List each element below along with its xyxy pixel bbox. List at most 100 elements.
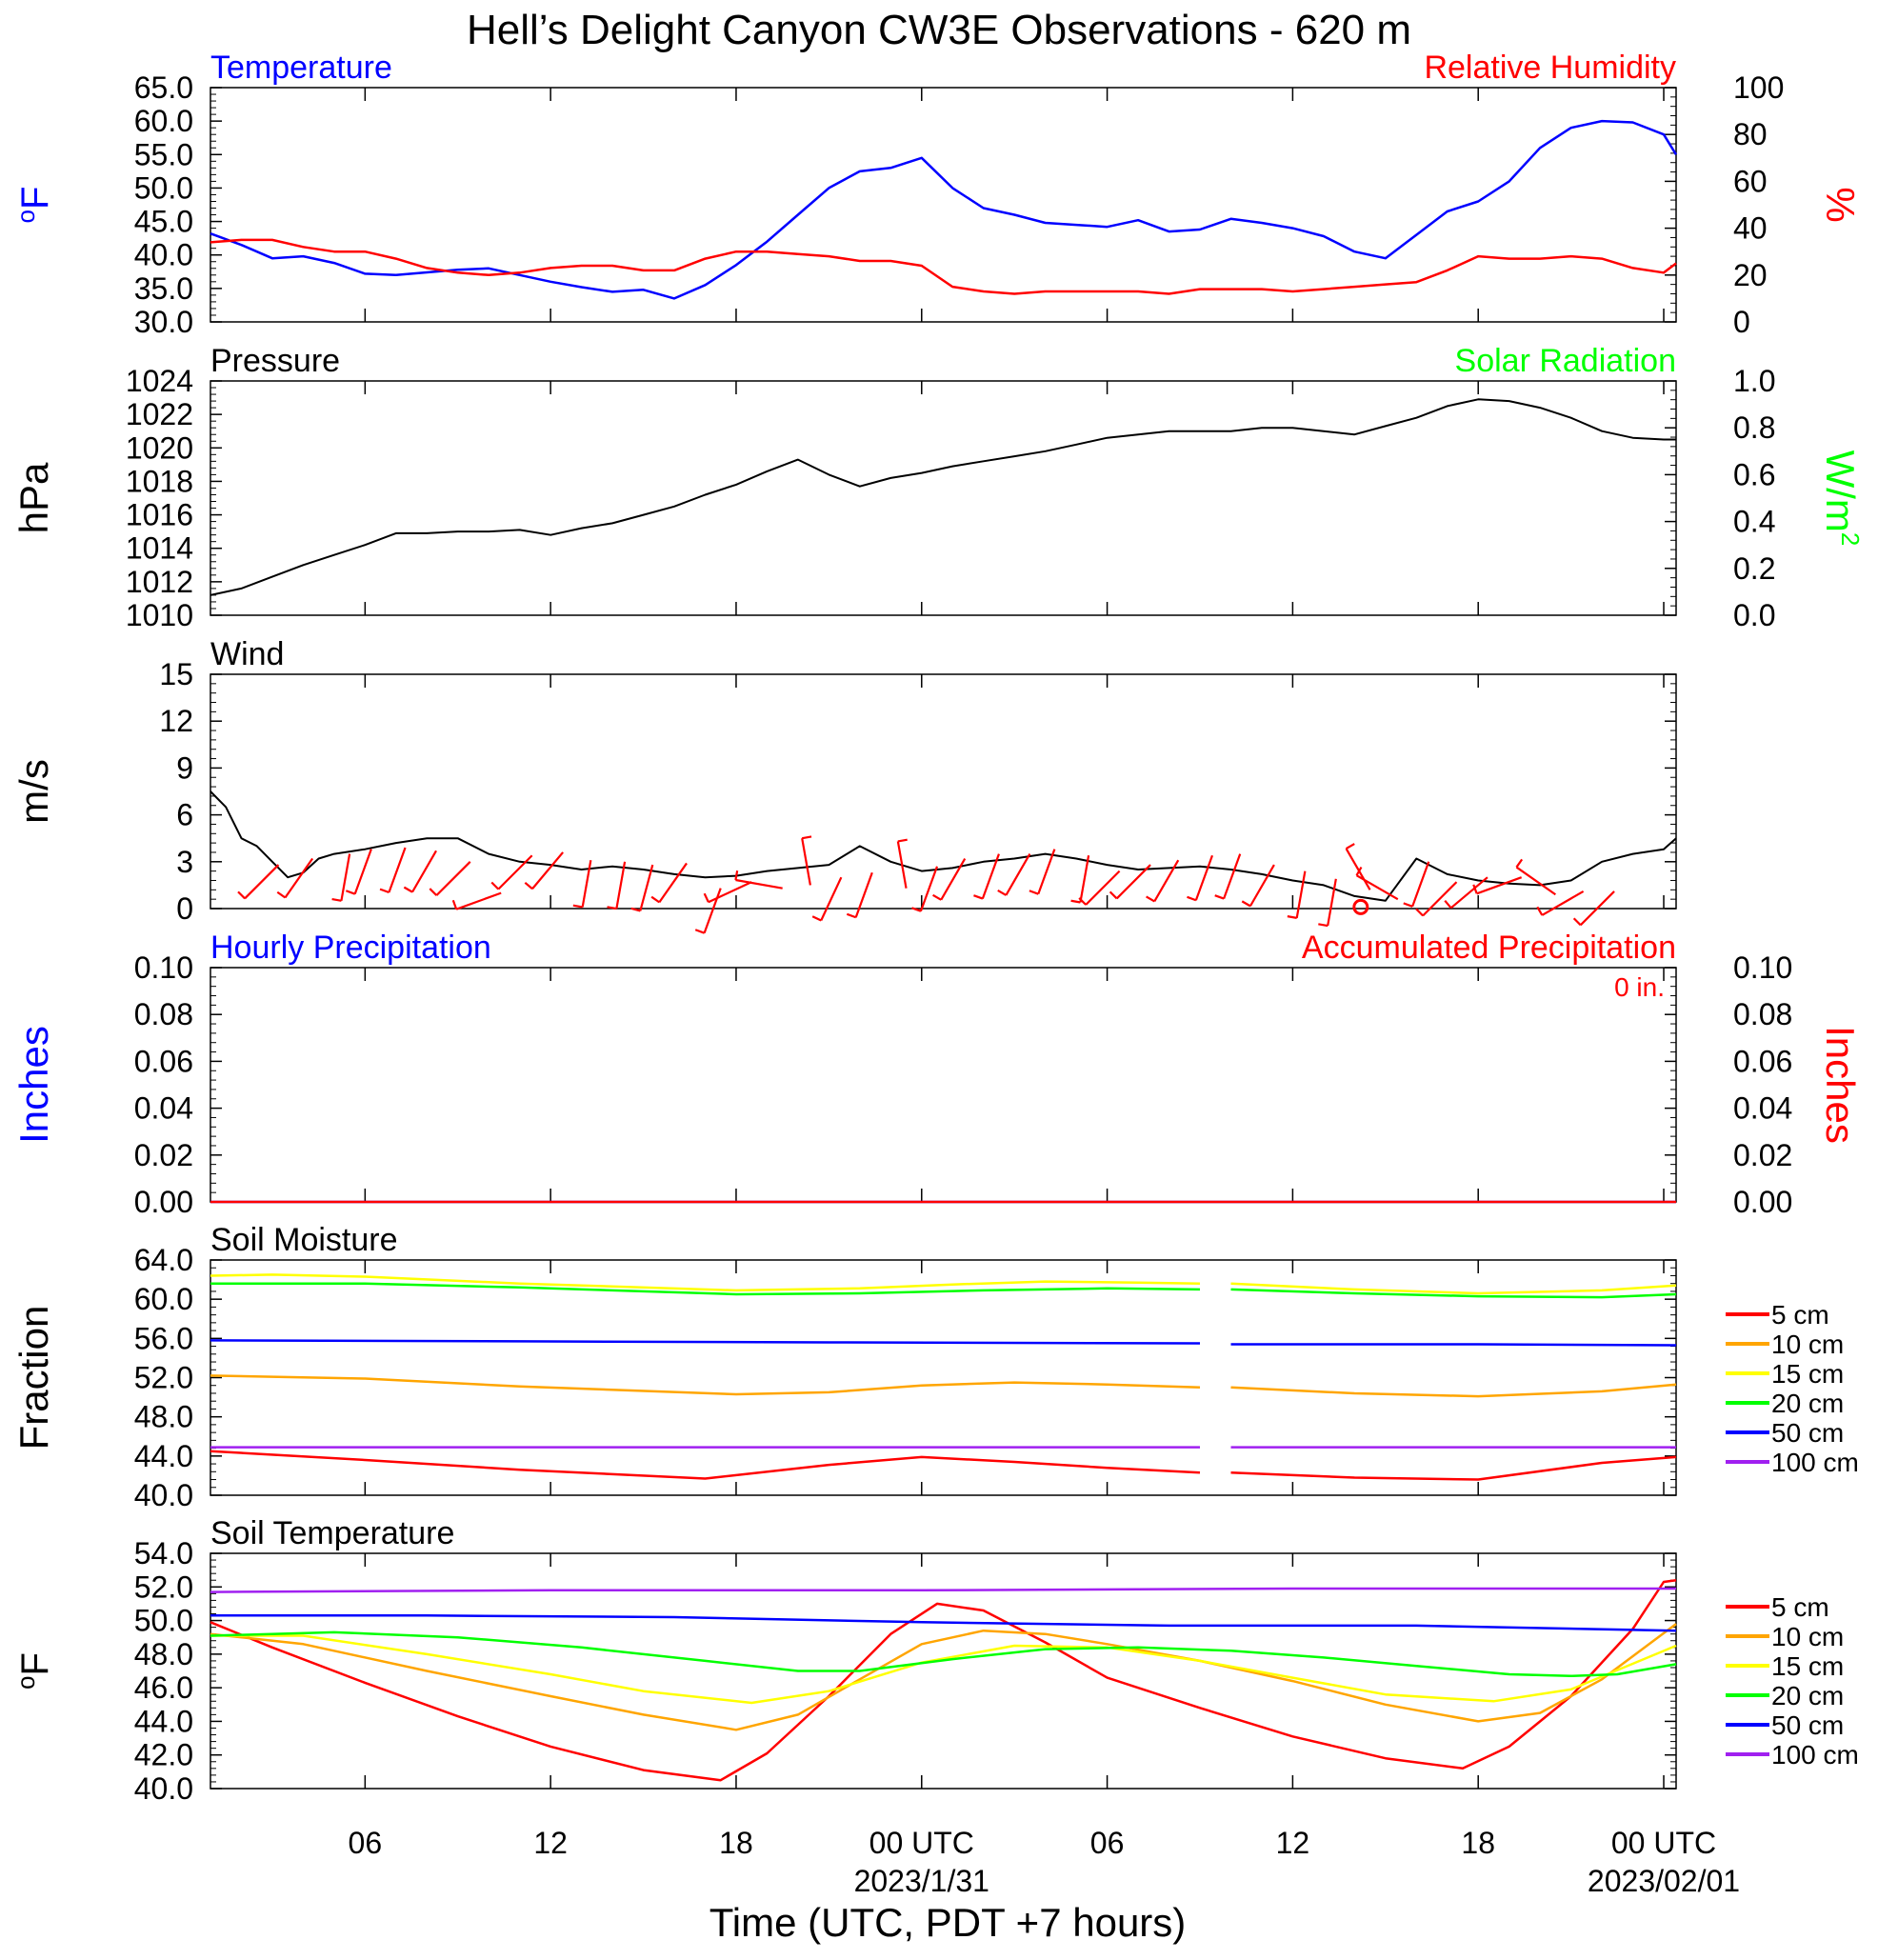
temp_rh-ytick-label-left: 40.0 bbox=[134, 238, 193, 272]
wind-barb-flag bbox=[897, 838, 908, 843]
wind-barb bbox=[1037, 849, 1056, 895]
wind-barb bbox=[1345, 848, 1371, 890]
pressure-ylabel-left: hPa bbox=[11, 462, 56, 533]
temp_rh-ytick-label-left: 45.0 bbox=[134, 205, 193, 239]
precip-annotation: 0 in. bbox=[1614, 972, 1665, 1002]
precip-ytick-label-right: 0.00 bbox=[1733, 1185, 1792, 1219]
temp_rh-ytick-label-left: 55.0 bbox=[134, 137, 193, 171]
temp_rh-ytick-label-right: 0 bbox=[1733, 305, 1750, 339]
precip-ytick-label-right: 0.10 bbox=[1733, 950, 1792, 985]
wind-barb-flag bbox=[973, 894, 984, 900]
wind-ytick-label-left: 15 bbox=[159, 657, 193, 691]
wind-barb bbox=[1327, 878, 1337, 927]
wind-barb-flag bbox=[846, 912, 857, 919]
wind-frame bbox=[210, 673, 1677, 910]
wind-barb-flag bbox=[1078, 897, 1087, 906]
temp_rh-ylabel-right: % bbox=[1818, 187, 1863, 222]
pressure-ytick-label-right: 0.2 bbox=[1733, 551, 1775, 586]
wind-barb-flag bbox=[630, 907, 641, 912]
wind-barb-flag bbox=[1346, 843, 1355, 850]
soil_moisture-ytick-label-left: 48.0 bbox=[134, 1400, 193, 1434]
wind-barb bbox=[1422, 881, 1458, 917]
wind-barb-flag bbox=[490, 881, 500, 890]
precip-ytick-label-right: 0.06 bbox=[1733, 1044, 1792, 1078]
temp_rh-ytick-label-left: 65.0 bbox=[134, 70, 193, 105]
wind-barb bbox=[388, 847, 407, 893]
soil_temperature-ytick-label-left: 54.0 bbox=[134, 1536, 193, 1570]
wind-barb-flag bbox=[1355, 866, 1363, 876]
wind-barb-flag bbox=[1146, 895, 1155, 903]
wind-barb bbox=[703, 888, 722, 934]
wind-barb-flag bbox=[911, 907, 922, 912]
wind-barb-flag bbox=[1415, 908, 1424, 917]
x-tick-date-label: 2023/02/01 bbox=[1588, 1864, 1740, 1898]
legend-label: 10 cm bbox=[1771, 1622, 1844, 1651]
panel-pressure: Pressure Solar Radiation10101012101410161… bbox=[11, 343, 1865, 632]
precip-ytick-label-right: 0.08 bbox=[1733, 997, 1792, 1031]
temp_rh-ylabel-left: oF bbox=[11, 187, 56, 224]
soil_moisture-ylabel-left: Fraction bbox=[11, 1306, 56, 1450]
wind-barb-flag bbox=[1109, 890, 1118, 900]
wind-barb-flag bbox=[932, 893, 942, 901]
wind-barb-flag bbox=[572, 904, 583, 909]
pressure-ytick-label-left: 1020 bbox=[126, 430, 193, 465]
wind-barb bbox=[531, 851, 564, 890]
pressure-ytick-label-right: 0.8 bbox=[1733, 410, 1775, 445]
temp_rh-frame bbox=[210, 87, 1677, 323]
temp_rh-ytick-label-left: 50.0 bbox=[134, 170, 193, 205]
soil_temperature-series-line bbox=[210, 1634, 1677, 1705]
wind-barb bbox=[820, 876, 843, 921]
temp_rh-series-line bbox=[210, 238, 1677, 295]
wind-barb-flag bbox=[1444, 899, 1452, 910]
temp_rh-ytick-label-left: 30.0 bbox=[134, 305, 193, 339]
wind-barb bbox=[1079, 855, 1090, 903]
wind-barb bbox=[639, 864, 654, 911]
wind-barb bbox=[455, 891, 502, 910]
wind-barb-flag bbox=[811, 915, 822, 922]
x-tick-label: 00 UTC bbox=[869, 1826, 974, 1860]
pressure-frame bbox=[210, 380, 1677, 616]
wind-barb bbox=[353, 849, 372, 895]
legend-label: 5 cm bbox=[1771, 1300, 1829, 1330]
wind-barb-flag bbox=[345, 890, 356, 895]
legend-label: 50 cm bbox=[1771, 1418, 1844, 1448]
pressure-ytick-label-right: 1.0 bbox=[1733, 364, 1775, 398]
soil_temperature-series-line bbox=[210, 1578, 1677, 1782]
soil_temperature-series-line bbox=[210, 1623, 1677, 1731]
wind-barb-flag bbox=[1572, 917, 1582, 927]
soil_temperature-ytick-label-left: 50.0 bbox=[134, 1604, 193, 1638]
soil_temperature-ytick-label-left: 48.0 bbox=[134, 1637, 193, 1671]
legend-label: 100 cm bbox=[1771, 1740, 1859, 1770]
wind-barb-flag bbox=[379, 888, 390, 894]
wind-ytick-label-left: 12 bbox=[159, 704, 193, 738]
x-tick-label: 18 bbox=[1461, 1826, 1495, 1860]
pressure-series-line bbox=[210, 398, 1676, 596]
x-tick-label: 06 bbox=[349, 1826, 383, 1860]
wind-barb bbox=[801, 837, 811, 886]
legend-label: 10 cm bbox=[1771, 1330, 1844, 1359]
wind-barb bbox=[1541, 890, 1585, 916]
pressure-ytick-label-right: 0.0 bbox=[1733, 598, 1775, 632]
pressure-ylabel-right: W/m2 bbox=[1818, 450, 1865, 547]
soil_moisture-ytick-label-left: 40.0 bbox=[134, 1478, 193, 1512]
x-tick-label: 12 bbox=[1276, 1826, 1310, 1860]
wind-barb bbox=[1085, 870, 1121, 906]
wind-barb bbox=[1579, 890, 1615, 927]
panel-wind: Wind 0 3 6 9 12 15 m/s bbox=[11, 636, 1677, 934]
wind-barb bbox=[1449, 876, 1488, 910]
precip-ytick-label-left: 0.08 bbox=[134, 997, 193, 1031]
wind-barb-flag bbox=[1536, 906, 1544, 916]
legend-label: 5 cm bbox=[1771, 1592, 1829, 1622]
wind-barb-flag bbox=[1403, 902, 1413, 908]
wind-barb bbox=[708, 881, 752, 904]
pressure-title-left: Pressure bbox=[210, 343, 340, 379]
figure-title: Hell’s Delight Canyon CW3E Observations … bbox=[467, 7, 1411, 53]
pressure-ytick-label-left: 1012 bbox=[126, 565, 193, 599]
panels-layer: Temperature Relative Humidity30.035.040.0… bbox=[11, 50, 1865, 1806]
wind-barb-flag bbox=[650, 895, 660, 904]
precip-ytick-label-right: 0.02 bbox=[1733, 1138, 1792, 1172]
wind-barb bbox=[1249, 864, 1275, 907]
soil_moisture-series-line bbox=[210, 1339, 1677, 1347]
soil_moisture-ytick-label-left: 52.0 bbox=[134, 1361, 193, 1395]
precip-frame bbox=[210, 967, 1677, 1203]
